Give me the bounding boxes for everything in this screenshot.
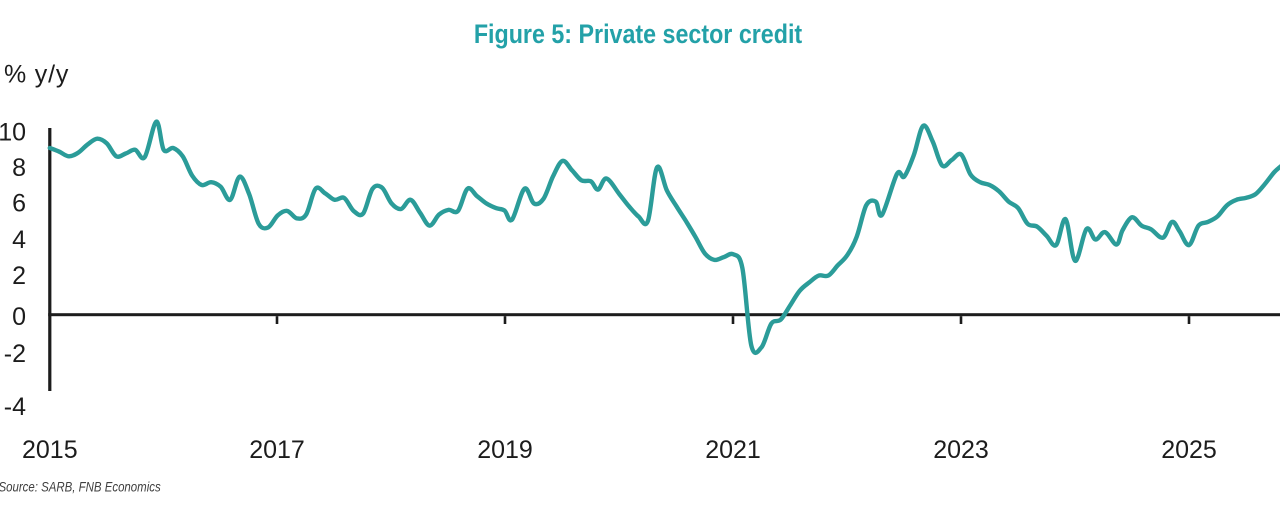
svg-text:% y/y: % y/y <box>4 61 69 89</box>
svg-text:6: 6 <box>12 190 26 218</box>
svg-text:2015: 2015 <box>22 436 78 464</box>
svg-text:2023: 2023 <box>933 436 989 464</box>
svg-text:2017: 2017 <box>249 436 305 464</box>
svg-text:-4: -4 <box>4 393 26 421</box>
svg-text:Figure 5: Private sector credi: Figure 5: Private sector credit <box>474 19 803 49</box>
svg-text:2025: 2025 <box>1161 436 1217 464</box>
svg-text:2019: 2019 <box>477 436 533 464</box>
svg-text:4: 4 <box>12 226 26 254</box>
svg-text:Source: SARB, FNB Economics: Source: SARB, FNB Economics <box>0 480 161 495</box>
svg-text:0: 0 <box>12 303 26 331</box>
svg-text:2021: 2021 <box>705 436 761 464</box>
svg-text:-2: -2 <box>4 340 26 368</box>
svg-text:8: 8 <box>12 154 26 182</box>
svg-text:10: 10 <box>0 118 26 146</box>
svg-text:2: 2 <box>12 262 26 290</box>
